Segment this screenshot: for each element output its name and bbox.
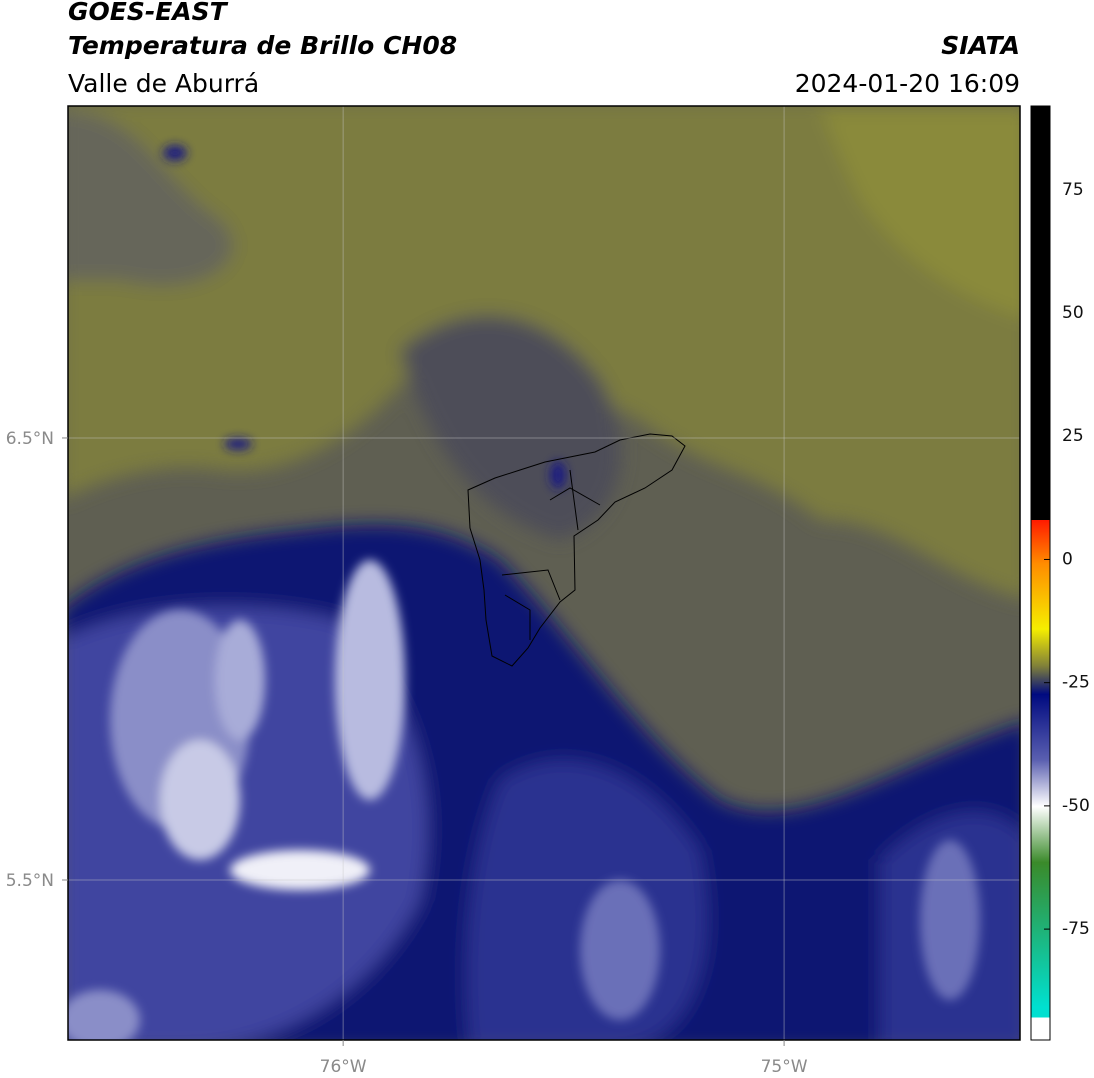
colorbar-tick-label: -75 xyxy=(1062,919,1090,939)
municipal-boundaries xyxy=(467,433,686,667)
subtitle: Temperatura de Brillo CH08 xyxy=(68,31,457,60)
colorbar-tick-label: 25 xyxy=(1062,426,1084,446)
map-frame xyxy=(67,105,1021,1041)
timestamp: 2024-01-20 16:09 xyxy=(795,69,1020,98)
lon-tick-label: 75°W xyxy=(761,1057,808,1077)
lon-tick-label: 76°W xyxy=(320,1057,367,1077)
lat-tick-label: 6.5°N xyxy=(6,429,54,449)
colorbar-tick-label: 50 xyxy=(1062,303,1084,323)
colorbar-tick-label: 75 xyxy=(1062,180,1084,200)
colorbar xyxy=(1030,105,1051,1041)
satellite-image xyxy=(68,106,1020,1040)
ticks: 76°W 75°W 6.5°N 5.5°N 75 50 25 0 -25 -50 -75 xyxy=(6,180,1090,1077)
title: GOES-EAST xyxy=(68,0,229,26)
colorbar-tick-label: 0 xyxy=(1062,549,1073,569)
colorbar-tick-label: -25 xyxy=(1062,673,1090,693)
region: Valle de Aburrá xyxy=(68,69,259,98)
graticule xyxy=(68,106,1020,1040)
lat-tick-label: 5.5°N xyxy=(6,871,54,891)
colorbar-tick-label: -50 xyxy=(1062,796,1090,816)
source: SIATA xyxy=(941,31,1020,60)
